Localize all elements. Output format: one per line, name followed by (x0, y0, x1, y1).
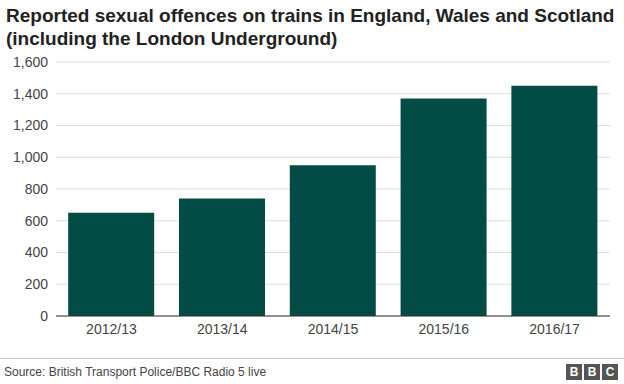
svg-text:800: 800 (25, 181, 49, 197)
html-text:C: C (605, 365, 615, 379)
svg-text:2015/16: 2015/16 (418, 321, 469, 337)
svg-text:600: 600 (25, 213, 49, 229)
svg-text:1,200: 1,200 (13, 117, 48, 133)
html-text:Source: British Transport Poli: Source: British Transport Police/BBC Rad… (4, 365, 267, 379)
html-text:Reported sexual offences on tr: Reported sexual offences on trains in En… (6, 5, 615, 49)
svg-text:1,000: 1,000 (13, 149, 48, 165)
html-text:B: B (569, 365, 579, 379)
svg-text:2012/13: 2012/13 (86, 321, 137, 337)
svg-text:0: 0 (40, 308, 48, 324)
svg-text:200: 200 (25, 276, 49, 292)
html-text:B: B (587, 365, 597, 379)
svg-text:1,400: 1,400 (13, 86, 48, 102)
svg-text:400: 400 (25, 244, 49, 260)
svg-text:2013/14: 2013/14 (197, 321, 248, 337)
svg-text:2016/17: 2016/17 (529, 321, 580, 337)
svg-text:1,600: 1,600 (13, 54, 48, 70)
svg-text:2014/15: 2014/15 (308, 321, 359, 337)
